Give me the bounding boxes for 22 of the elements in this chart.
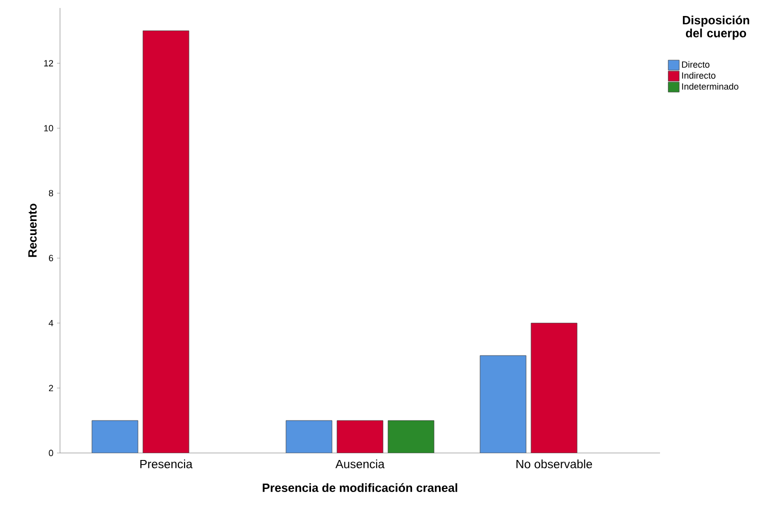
legend-title: Disposición del cuerpo — [682, 16, 750, 40]
legend-label: Indirecto — [682, 72, 716, 79]
y-tick-label: 4 — [48, 320, 54, 326]
x-tick-label: No observable — [516, 460, 592, 468]
x-axis-title: Presencia de modificación craneal — [262, 483, 458, 492]
y-tick-label: 12 — [44, 60, 54, 66]
y-tick-label: 2 — [48, 384, 54, 392]
x-tick-label: Ausencia — [335, 460, 385, 468]
x-tick-label: Presencia — [140, 460, 193, 468]
legend-label: Directo — [682, 61, 710, 68]
bar — [286, 420, 332, 453]
bar — [530, 322, 578, 453]
bar — [92, 420, 138, 453]
bar — [142, 30, 190, 453]
legend-label: Indeterminado — [682, 83, 738, 90]
y-tick-label: 10 — [44, 124, 54, 132]
y-axis-title: Recuento — [28, 204, 37, 257]
y-tick-label: 0 — [48, 450, 54, 456]
bar — [480, 355, 526, 453]
bar — [336, 420, 384, 453]
y-tick-label: 6 — [48, 254, 54, 262]
y-tick-label: 8 — [48, 190, 54, 196]
